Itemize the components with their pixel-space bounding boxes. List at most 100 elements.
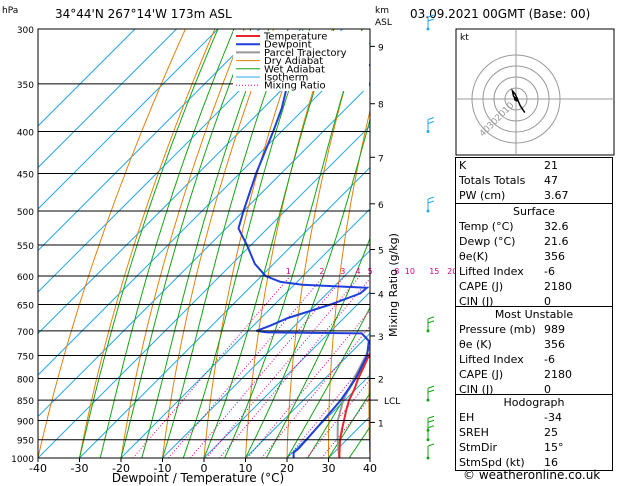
mixing-ratio-label: 1 xyxy=(286,267,291,276)
surface-row: CAPE (J) 2180 xyxy=(459,280,572,293)
wind-barbs xyxy=(426,14,435,460)
x-tick-label: 40 xyxy=(363,462,377,475)
unstable-row: θe (K) 356 xyxy=(459,338,565,351)
isotherm-line xyxy=(38,29,260,252)
unstable-row: Pressure (mb) 989 xyxy=(459,323,565,336)
index-k-row: K 21 xyxy=(459,159,558,172)
pressure-tick-label: 950 xyxy=(17,437,34,447)
hodograph-trace xyxy=(511,88,526,114)
mixing-ratio-line xyxy=(132,275,291,458)
isotherm-line xyxy=(286,374,370,458)
x-tick-label: 20 xyxy=(280,462,294,475)
wind-barb-flag xyxy=(427,320,435,324)
hodograph-stats-box: Hodograph EH -34 SREH 25 StmDir 15° StmSpd … xyxy=(455,394,613,471)
mixing-ratio-label: 2 xyxy=(319,267,324,276)
wind-barb-flag xyxy=(427,14,435,18)
wind-barb-base xyxy=(426,130,430,134)
wind-barb-base xyxy=(426,209,430,213)
isotherm-line xyxy=(38,29,177,169)
km-tick-label: 9 xyxy=(378,43,384,53)
parcel-trajectory-line xyxy=(336,344,370,458)
hodo-row: SREH 25 xyxy=(459,426,558,439)
axes: 3003504004505005506006507007508008509009… xyxy=(11,26,400,475)
wet-adiabat-line xyxy=(307,353,370,458)
isotherm-line xyxy=(79,166,370,458)
pressure-tick-label: 300 xyxy=(17,26,34,36)
mixing-ratio-line xyxy=(219,277,370,458)
wind-barb-base xyxy=(426,398,430,402)
surface-row: Temp (°C) 32.6 xyxy=(459,220,569,233)
pressure-tick-label: 650 xyxy=(17,302,34,312)
mixing-ratio-label: 8 xyxy=(394,267,399,276)
mixing-ratio-labels: 12345810152025 xyxy=(286,267,472,276)
legend-label: Parcel Trajectory xyxy=(264,48,347,59)
pressure-tick-label: 550 xyxy=(17,242,34,252)
isotherm-line xyxy=(245,332,370,458)
dry-adiabat-line xyxy=(368,343,370,458)
pressure-tick-label: 850 xyxy=(17,397,34,407)
mixing-ratio-label: 3 xyxy=(340,267,345,276)
mixing-ratio-line xyxy=(247,309,370,458)
isotherm-line xyxy=(120,208,370,458)
dry-adiabat-line xyxy=(621,29,629,458)
unstable-row: CAPE (J) 2180 xyxy=(459,368,572,381)
x-tick-label: 30 xyxy=(322,462,336,475)
datetime-title: 03.09.2021 00GMT (Base: 00) xyxy=(410,7,591,21)
x-tick-label: -40 xyxy=(29,462,47,475)
legend-label: Dry Adiabat xyxy=(264,56,323,67)
wind-barb-flag xyxy=(427,316,435,320)
surface-row: CIN (J) 0 xyxy=(459,295,551,308)
isotherm-line xyxy=(162,249,370,458)
isotherm-line xyxy=(38,125,370,458)
pressure-tick-label: 500 xyxy=(17,208,34,218)
pressure-tick-label: 900 xyxy=(17,417,34,427)
km-unit-label: km xyxy=(375,6,389,16)
wind-barb-flag xyxy=(427,200,435,204)
pressure-tick-label: 1000 xyxy=(11,455,34,465)
pressure-tick-label: 600 xyxy=(17,273,34,283)
mixing-ratio-label: 10 xyxy=(405,267,415,276)
index-pw-row: PW (cm) 3.67 xyxy=(459,189,569,202)
isotherm-line xyxy=(38,42,370,376)
wind-barb-flag xyxy=(427,18,435,22)
km-tick-label: 1 xyxy=(378,419,384,429)
pressure-tick-label: 450 xyxy=(17,170,34,180)
km-tick-label: 8 xyxy=(378,101,384,111)
isotherm-line xyxy=(38,83,370,418)
hodograph-origin xyxy=(514,97,518,101)
hpa-unit-label: hPa xyxy=(2,6,18,16)
km-tick-label: 7 xyxy=(378,154,384,164)
surface-row: Lifted Index -6 xyxy=(459,265,555,278)
surface-row: θe(K) 356 xyxy=(459,250,565,263)
dry-adiabat-line xyxy=(408,29,450,458)
isotherm-line xyxy=(38,29,136,127)
km-tick-label: 4 xyxy=(378,290,384,300)
wind-barb-base xyxy=(426,438,430,442)
wind-barb-flag xyxy=(427,425,435,429)
wind-barb-flag xyxy=(427,385,435,389)
index-tt-row: Totals Totals 47 xyxy=(459,174,558,187)
wind-barb-flag xyxy=(427,121,435,124)
wind-barb-base xyxy=(426,456,430,460)
pressure-tick-label: 350 xyxy=(17,81,34,91)
asl-unit-label: ASL xyxy=(375,18,392,28)
mixing-ratio-line xyxy=(168,275,325,458)
km-tick-label: 5 xyxy=(378,246,384,256)
hodograph-stats-title: Hodograph xyxy=(503,396,565,409)
x-tick-label: -20 xyxy=(112,462,130,475)
wet-adiabat-line xyxy=(162,29,289,458)
dry-adiabat-line xyxy=(162,29,275,458)
mixing-ratio-axis-label: Mixing Ratio (g/kg) xyxy=(387,233,400,337)
hodo-row: StmDir 15° xyxy=(459,441,564,454)
wind-barb-flag xyxy=(427,196,435,200)
mixing-ratio-label: 4 xyxy=(355,267,360,276)
legend-label: Isotherm xyxy=(264,73,308,84)
wind-barb-flag xyxy=(427,117,435,120)
legend-label: Temperature xyxy=(263,32,327,43)
dry-adiabat-line xyxy=(328,108,370,458)
hodo-row: StmSpd (kt) 16 xyxy=(459,456,558,469)
mixing-ratio-line xyxy=(190,275,346,458)
x-tick-label: 0 xyxy=(201,462,208,475)
